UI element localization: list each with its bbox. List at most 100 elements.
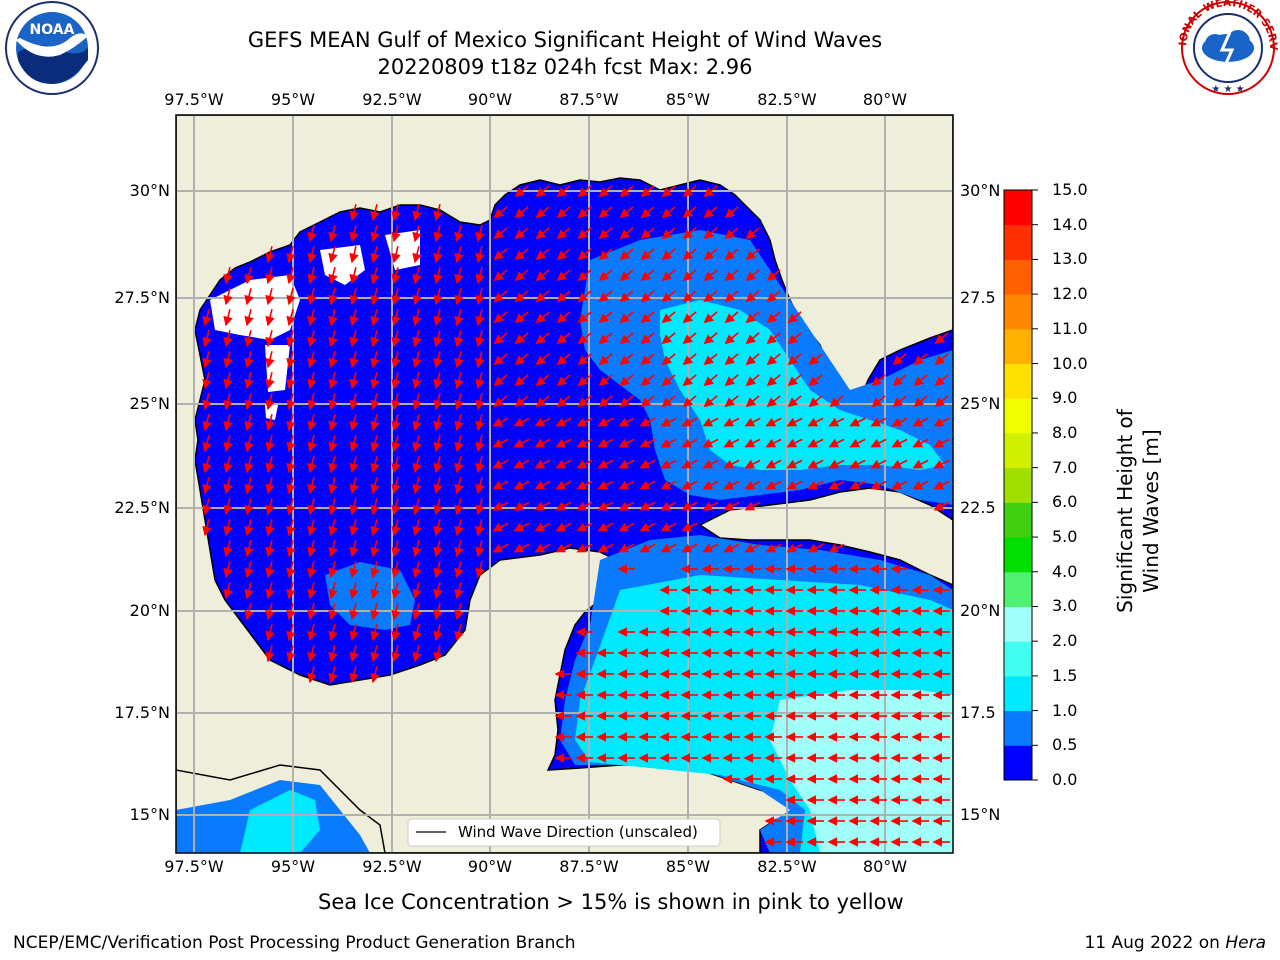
wind-arrow xyxy=(912,417,929,427)
wind-arrow xyxy=(556,374,571,387)
wind-arrow xyxy=(555,543,572,553)
footer-credit: NCEP/EMC/Verification Post Processing Pr… xyxy=(13,933,576,953)
lat-label-left: 27.5°N xyxy=(114,288,170,307)
wind-arrow xyxy=(598,206,613,219)
wind-arrow xyxy=(535,206,550,219)
wind-arrow xyxy=(534,480,551,490)
wind-arrow xyxy=(766,374,781,387)
wind-arrow xyxy=(556,227,571,240)
wind-arrow xyxy=(828,480,845,490)
colorbar-bin xyxy=(1004,675,1032,712)
wind-arrow xyxy=(597,417,614,427)
lon-label-top: 92.5°W xyxy=(362,90,422,109)
wind-arrow xyxy=(766,269,781,282)
wind-arrow xyxy=(849,459,866,469)
wind-arrow xyxy=(433,372,443,390)
wind-arrow xyxy=(475,309,485,327)
colorbar-tick-label: 5.0 xyxy=(1052,527,1078,547)
wind-arrow xyxy=(513,459,530,469)
wind-arrow xyxy=(433,540,443,558)
wind-arrow xyxy=(412,561,422,579)
wind-arrow xyxy=(514,227,529,240)
wind-arrow xyxy=(454,498,464,516)
wind-arrow xyxy=(787,395,802,408)
wind-arrow xyxy=(661,269,676,282)
wind-arrow xyxy=(577,395,592,408)
wind-arrow xyxy=(828,543,845,553)
colorbar-bin xyxy=(1004,190,1032,226)
wind-arrow xyxy=(412,519,422,537)
wind-arrow xyxy=(661,248,676,261)
wind-arrow xyxy=(513,543,530,553)
lon-label-top: 80°W xyxy=(862,90,908,109)
wind-arrow xyxy=(598,185,613,198)
lon-label-top: 90°W xyxy=(467,90,513,109)
wind-arrow xyxy=(223,351,233,369)
colorbar-bin xyxy=(1004,294,1032,330)
wind-arrow xyxy=(598,227,613,240)
wind-arrow xyxy=(223,330,233,348)
wind-arrow xyxy=(433,393,443,411)
wind-arrow xyxy=(370,225,380,243)
wind-arrow xyxy=(454,225,464,243)
wind-arrow xyxy=(370,309,380,327)
wind-arrow xyxy=(433,204,443,222)
wind-arrow xyxy=(412,246,422,264)
lat-label-left: 17.5°N xyxy=(114,703,170,722)
wind-arrow xyxy=(682,248,697,261)
wind-arrow xyxy=(723,501,740,511)
footer-host: Hera xyxy=(1225,933,1266,953)
wind-arrow xyxy=(555,501,572,511)
wind-arrow xyxy=(433,456,443,474)
wind-arrow xyxy=(703,269,718,282)
wind-arrow xyxy=(370,603,380,621)
colorbar-bin xyxy=(1004,745,1032,781)
wind-arrow xyxy=(639,480,656,490)
wind-arrow xyxy=(307,414,317,432)
wind-arrow xyxy=(493,332,508,345)
colorbar-tick-label: 4.0 xyxy=(1052,561,1078,581)
wind-arrow xyxy=(660,417,677,427)
wind-arrow xyxy=(745,353,760,366)
wind-arrow xyxy=(933,438,950,448)
wind-arrow xyxy=(307,309,317,327)
chart-title: GEFS MEAN Gulf of Mexico Significant Hei… xyxy=(247,28,883,52)
wind-arrow xyxy=(807,459,824,469)
wind-arrow xyxy=(307,435,317,453)
wind-arrow xyxy=(829,395,844,408)
wind-arrow xyxy=(286,477,296,495)
wind-arrow xyxy=(391,351,401,369)
colorbar-bin xyxy=(1004,537,1032,573)
wind-arrow xyxy=(202,477,212,495)
wind-arrow xyxy=(535,227,550,240)
wind-arrow xyxy=(454,372,464,390)
map-area xyxy=(176,115,953,853)
wind-arrow xyxy=(307,645,317,663)
colorbar-tick-label: 0.0 xyxy=(1052,770,1078,789)
wind-arrow xyxy=(745,311,760,324)
wind-arrow xyxy=(556,311,571,324)
wind-arrow xyxy=(870,480,887,490)
colorbar xyxy=(1003,189,1038,781)
wind-arrow xyxy=(682,290,697,303)
wind-arrow xyxy=(702,438,719,448)
wind-arrow xyxy=(475,540,485,558)
wind-arrow xyxy=(619,395,634,408)
wind-arrow xyxy=(598,332,613,345)
wind-arrow xyxy=(328,498,338,516)
wind-arrow xyxy=(370,477,380,495)
wind-arrow xyxy=(475,288,485,306)
wind-arrow xyxy=(328,435,338,453)
wind-arrow xyxy=(661,227,676,240)
wind-arrow xyxy=(307,582,317,600)
wind-arrow xyxy=(808,395,823,408)
wind-arrow xyxy=(514,185,529,198)
wind-arrow xyxy=(412,624,422,642)
wind-arrow xyxy=(703,332,718,345)
wind-arrow xyxy=(412,309,422,327)
wind-arrow xyxy=(745,374,760,387)
lat-label-right: 22.5 xyxy=(960,498,996,517)
wind-arrow xyxy=(745,290,760,303)
wind-arrow xyxy=(454,393,464,411)
wind-arrow xyxy=(618,480,635,490)
